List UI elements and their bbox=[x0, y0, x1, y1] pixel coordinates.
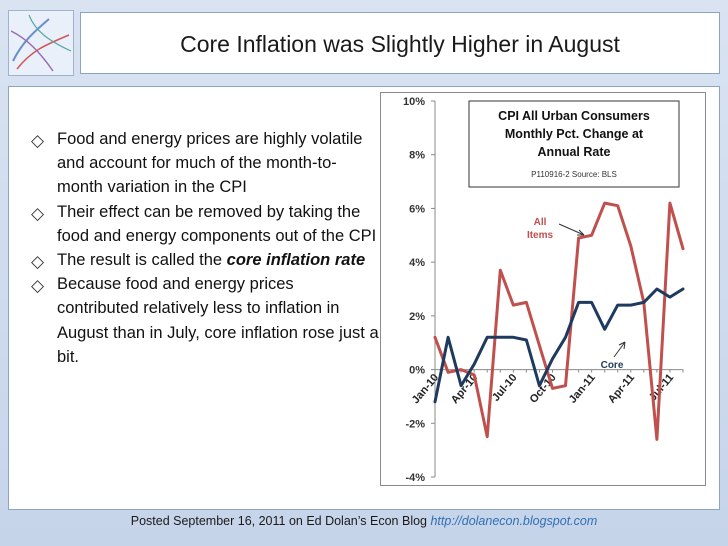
x-tick-label: Jul-10 bbox=[490, 372, 520, 404]
y-tick-label: 4% bbox=[409, 257, 425, 269]
bullet-text: The result is called the bbox=[57, 251, 227, 270]
bullet-item: ◇ Food and energy prices are highly volat… bbox=[27, 127, 379, 200]
x-tick-label: Apr-11 bbox=[606, 372, 637, 406]
y-tick-label: -2% bbox=[405, 418, 425, 430]
chart-title-box bbox=[468, 100, 680, 188]
logo-graphic-icon bbox=[10, 14, 72, 72]
bullet-item: ◇ Because food and energy prices contribu… bbox=[27, 272, 379, 369]
annotation-all-items: Items bbox=[527, 230, 554, 241]
annotation-arrow-core bbox=[613, 341, 626, 358]
bullet-text: Because food and energy prices contribut… bbox=[57, 275, 379, 366]
chart-title-line: CPI All Urban Consumers bbox=[498, 109, 650, 123]
y-tick-label: 8% bbox=[409, 150, 425, 162]
footer-text: Posted September 16, 2011 on Ed Dolan’s … bbox=[130, 514, 431, 528]
annotation-core: Core bbox=[601, 360, 624, 371]
cpi-line-chart: -4%-2%0%2%4%6%8%10%Jan-10 Apr-10 Jul-10 Oct… bbox=[403, 96, 685, 484]
y-tick-label: 0% bbox=[409, 365, 425, 377]
blog-logo bbox=[8, 10, 74, 76]
footer: Posted September 16, 2011 on Ed Dolan’s … bbox=[0, 514, 728, 528]
bullet-text: Their effect can be removed by taking th… bbox=[57, 202, 377, 245]
bullet-item: ◇ Their effect can be removed by taking t… bbox=[27, 200, 379, 248]
x-tick-label: Jan-11 bbox=[567, 372, 598, 406]
bullet-emphasis: core inflation rate bbox=[226, 251, 366, 270]
slide-title: Core Inflation was Slightly Higher in Au… bbox=[180, 31, 620, 57]
annotation-arrowhead-core bbox=[618, 341, 626, 350]
diamond-bullet-icon: ◇ bbox=[31, 203, 45, 223]
title-bar: Core Inflation was Slightly Higher in Au… bbox=[80, 12, 720, 74]
chart-frame: -4% -2% 0% 2% 4% 6% 8% 10% Jan-10 Apr-10 Jul-10 Oct… bbox=[380, 92, 706, 486]
bullet-text: Food and energy prices are highly volati… bbox=[57, 130, 363, 197]
diamond-bullet-icon: ◇ bbox=[31, 131, 45, 150]
y-tick-label: 10% bbox=[403, 96, 425, 108]
series-line-core bbox=[433, 287, 685, 404]
diamond-bullet-icon: ◇ bbox=[31, 252, 45, 272]
bullet-item: ◇ The result is called the core inflation… bbox=[27, 248, 379, 272]
chart-source-note: P110916-2 Source: BLS bbox=[531, 170, 617, 179]
y-tick-label: 2% bbox=[409, 311, 425, 323]
y-tick-label: 6% bbox=[409, 203, 425, 215]
bullet-list: ◇ Food and energy prices are highly volat… bbox=[27, 127, 379, 369]
annotation-all-items: All bbox=[534, 217, 547, 228]
chart-title-line: Annual Rate bbox=[538, 145, 611, 159]
y-tick-label: -4% bbox=[405, 472, 425, 484]
annotation-arrowhead-all-items bbox=[577, 229, 585, 236]
chart-title-line: Monthly Pct. Change at bbox=[505, 127, 644, 141]
blog-link[interactable]: http://dolanecon.blogspot.com bbox=[430, 514, 598, 528]
diamond-bullet-icon: ◇ bbox=[31, 276, 45, 296]
series-line-all-items bbox=[433, 201, 685, 441]
annotation-arrow-all-items bbox=[558, 223, 585, 236]
